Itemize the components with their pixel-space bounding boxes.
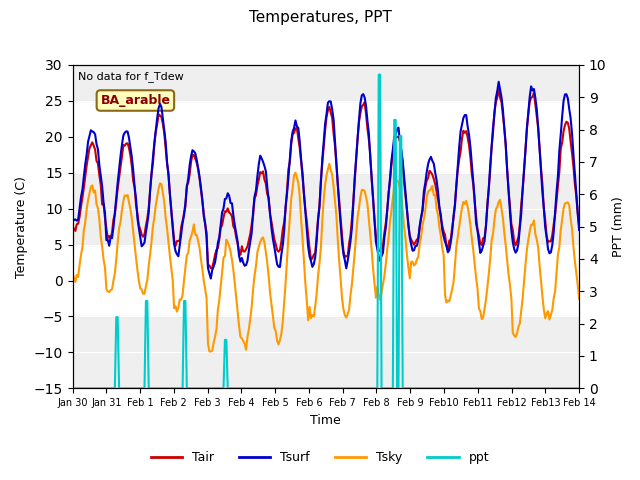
Y-axis label: Temperature (C): Temperature (C) [15, 176, 28, 277]
Text: Temperatures, PPT: Temperatures, PPT [248, 10, 392, 24]
Legend: Tair, Tsurf, Tsky, ppt: Tair, Tsurf, Tsky, ppt [146, 446, 494, 469]
Text: BA_arable: BA_arable [100, 94, 170, 107]
Bar [72, 173, 579, 245]
Text: No data for f_Tdew: No data for f_Tdew [77, 72, 183, 82]
Bar [72, 316, 579, 388]
X-axis label: Time: Time [310, 414, 341, 427]
Y-axis label: PPT (mm): PPT (mm) [612, 196, 625, 257]
Bar [72, 65, 579, 101]
